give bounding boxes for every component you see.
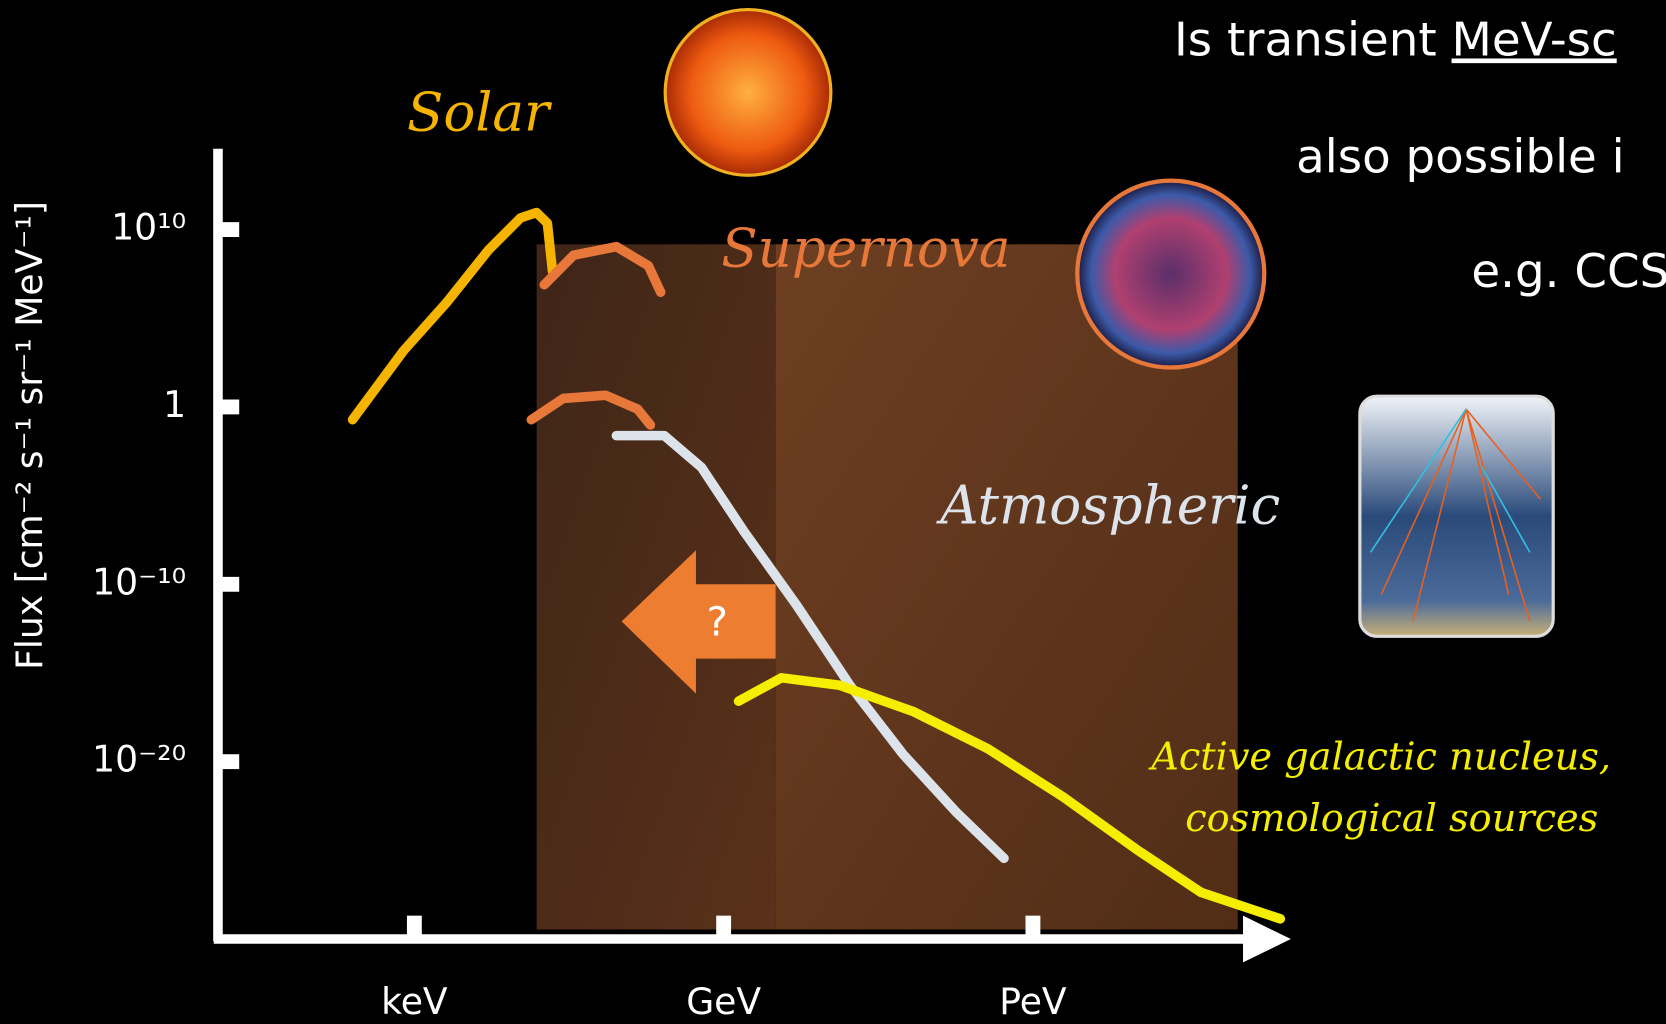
y-tick [217, 222, 240, 238]
slide-text-part: MeV-sc [1452, 13, 1617, 67]
x-tick [406, 915, 422, 940]
series-label: Atmospheric [935, 474, 1280, 536]
slide-text-part: e.g. CCS [1471, 245, 1666, 299]
annotation: cosmological sources [1185, 797, 1598, 841]
series-line [733, 673, 1286, 924]
slide-line: Is transient MeV-sc [1174, 13, 1617, 67]
slide-text-part: also possible i [1296, 130, 1625, 184]
y-tick-label: 10⁻¹⁰ [92, 560, 186, 603]
x-tick-label: GeV [686, 980, 761, 1023]
y-tick-label: 10¹⁰ [111, 206, 186, 249]
series-line [347, 207, 558, 425]
y-tick-label: 10⁻²⁰ [92, 738, 186, 781]
atmospheric-image [1358, 394, 1555, 638]
x-tick-label: keV [381, 980, 448, 1023]
y-tick-label: 1 [163, 383, 186, 426]
x-tick [716, 915, 732, 940]
x-tick [1025, 915, 1041, 940]
y-tick [217, 399, 240, 415]
series-line [611, 430, 1009, 864]
plot: 10¹⁰ 1 10⁻¹⁰ 10⁻²⁰ keV GeV PeV Solar Supernova At… [92, 81, 1611, 1022]
sun-image [663, 7, 833, 177]
series-label: Supernova [721, 217, 1010, 279]
y-tick [217, 576, 240, 592]
supernova-image [1075, 178, 1267, 370]
x-tick-label: PeV [999, 980, 1067, 1023]
arrow [621, 550, 776, 694]
slide-line: also possible i [1296, 130, 1625, 184]
series-line [539, 241, 666, 298]
y-axis-label: Flux [cm⁻² s⁻¹ sr⁻¹ MeV⁻¹] [8, 201, 51, 670]
annotation: ? [707, 599, 728, 646]
y-tick [217, 754, 240, 770]
annotation: Active galactic nucleus, [1148, 736, 1611, 780]
x-axis-arrow [1243, 915, 1291, 963]
slide-line: e.g. CCS [1471, 245, 1666, 299]
slide-text-part: Is transient [1174, 13, 1452, 67]
series-line [526, 390, 656, 430]
series-label: Solar [407, 81, 552, 143]
slide-text: Is transient MeV-sc also possible i e.g. C… [1174, 13, 1666, 299]
